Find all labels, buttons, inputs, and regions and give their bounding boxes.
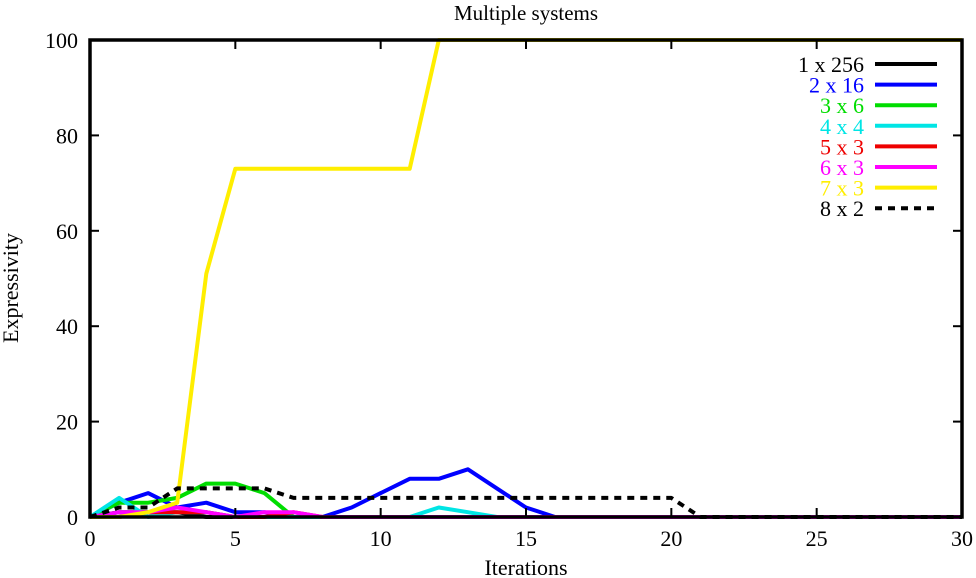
x-tick-label: 20 (660, 526, 682, 551)
y-tick-label: 60 (56, 219, 78, 244)
y-tick-label: 0 (67, 505, 78, 530)
y-tick-label: 40 (56, 314, 78, 339)
x-tick-label: 25 (806, 526, 828, 551)
legend-label: 2 x 16 (809, 73, 864, 98)
legend-label: 4 x 4 (820, 114, 864, 139)
legend-label: 5 x 3 (820, 134, 864, 159)
legend-label: 1 x 256 (798, 52, 864, 77)
y-tick-label: 100 (45, 28, 78, 53)
legend-label: 7 x 3 (820, 176, 864, 201)
x-tick-label: 5 (230, 526, 241, 551)
x-tick-label: 10 (370, 526, 392, 551)
y-tick-label: 20 (56, 410, 78, 435)
y-axis-label: Expressivity (0, 233, 23, 343)
x-axis-label: Iterations (484, 555, 567, 578)
y-tick-label: 80 (56, 123, 78, 148)
legend-label: 6 x 3 (820, 155, 864, 180)
legend-label: 3 x 6 (820, 93, 864, 118)
x-axis: 0 5 10 15 20 25 30 (85, 40, 973, 551)
x-tick-label: 15 (515, 526, 537, 551)
x-tick-label: 30 (951, 526, 973, 551)
chart-title: Multiple systems (454, 1, 598, 25)
legend-label: 8 x 2 (820, 196, 864, 221)
x-tick-label: 0 (85, 526, 96, 551)
y-axis: 0 20 40 60 80 100 (45, 28, 962, 530)
